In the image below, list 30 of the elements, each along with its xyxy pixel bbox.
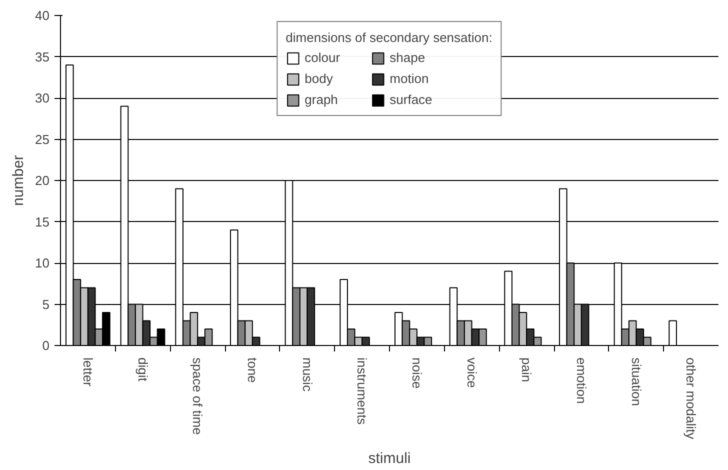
legend-label: colour (304, 50, 342, 65)
x-tick-label: noise (409, 358, 424, 389)
legend-label: shape (390, 50, 426, 65)
y-tick-label: 10 (35, 256, 50, 270)
y-tick-label: 30 (35, 90, 50, 106)
x-tick-label: emotion (574, 358, 589, 404)
x-tick-label: other modality (684, 358, 699, 440)
x-tick-label: instruments (354, 358, 370, 426)
x-tick-label: situation (628, 358, 644, 406)
y-tick-label: 20 (35, 173, 50, 188)
x-tick-label: digit (135, 358, 150, 382)
y-axis-title: number (10, 155, 28, 206)
legend-label: motion (390, 71, 430, 86)
y-tick-label: 25 (35, 132, 50, 147)
x-tick-label: tone (244, 358, 260, 383)
legend-label: graph (304, 92, 339, 107)
y-tick-label: 5 (42, 296, 50, 312)
legend-title: dimensions of secondary sensation: (286, 30, 492, 45)
x-tick-label: letter (80, 358, 96, 388)
x-tick-label: pain (519, 358, 534, 382)
y-tick-label: 0 (42, 338, 50, 353)
x-axis-title: stimuli (368, 450, 411, 468)
y-tick-label: 15 (35, 214, 50, 230)
x-tick-label: voice (464, 358, 480, 388)
legend-label: body (304, 71, 334, 86)
y-tick-label: 40 (35, 8, 50, 23)
legend-label: surface (390, 92, 434, 107)
x-tick-label: music (300, 358, 315, 392)
x-tick-label: space of time (190, 358, 206, 435)
y-tick-label: 35 (35, 49, 50, 64)
